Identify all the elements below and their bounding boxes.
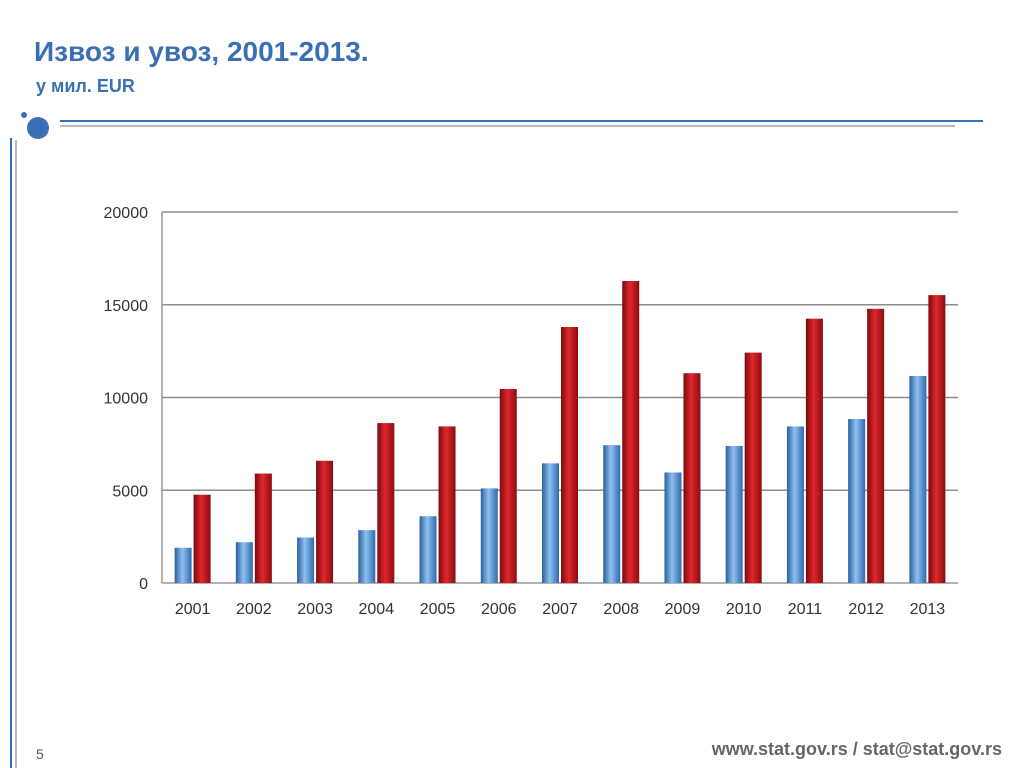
bar-series-1-2009 (664, 472, 682, 583)
bar-series-2-2006 (499, 388, 517, 583)
bar-series-1-2007 (542, 463, 559, 583)
x-tick-label: 2002 (236, 601, 272, 618)
bar-series-2-2005 (438, 426, 456, 583)
bar-series-2-2001 (193, 494, 211, 583)
bar-series-2-2008 (622, 281, 640, 583)
footer-contact: www.stat.gov.rs / stat@stat.gov.rs (711, 739, 1002, 759)
bar-series-2-2007 (561, 327, 578, 583)
x-tick-label: 2003 (297, 601, 333, 618)
bar-series-1-2003 (297, 537, 315, 583)
bar-series-1-2013 (909, 375, 927, 583)
bar-series-2-2011 (805, 318, 823, 583)
x-tick-label: 2001 (175, 601, 211, 618)
bar-series-2-2009 (683, 373, 701, 583)
x-tick-label: 2011 (788, 601, 823, 618)
x-tick-label: 2004 (359, 601, 395, 618)
x-tick-label: 2013 (910, 601, 946, 618)
y-tick-label: 5000 (112, 483, 148, 500)
bar-series-2-2002 (254, 473, 272, 583)
decor-dot-small (21, 112, 27, 118)
page-number: 5 (36, 746, 44, 762)
bar-series-2-2012 (867, 308, 885, 583)
x-tick-label: 2010 (726, 601, 762, 618)
bar-series-1-2002 (235, 542, 253, 583)
bar-series-1-2001 (174, 547, 192, 583)
x-tick-label: 2005 (420, 601, 456, 618)
bar-series-1-2012 (848, 419, 866, 583)
gridlines (161, 211, 958, 584)
bar-series-2-2003 (316, 460, 334, 583)
bar-series-1-2010 (725, 445, 743, 583)
bar-series-2-2013 (928, 295, 946, 583)
bar-series-1-2005 (419, 516, 437, 583)
x-axis-labels: 2001 2002 2003 2004 2005 2006 2007 2008 2009 2010… (175, 601, 945, 618)
y-tick-label: 15000 (104, 298, 149, 315)
bar-series-1-2004 (358, 530, 376, 583)
slide-subtitle: у мил. EUR (36, 76, 135, 96)
y-tick-label: 10000 (104, 391, 149, 408)
y-axis-labels: 0 5000 10000 15000 20000 (104, 205, 149, 593)
x-tick-label: 2006 (481, 601, 517, 618)
x-tick-label: 2012 (848, 601, 884, 618)
slide-title: Извоз и увоз, 2001-2013. (34, 36, 369, 67)
y-tick-label: 0 (139, 576, 148, 593)
bar-series-1-2011 (786, 426, 804, 583)
x-tick-label: 2007 (542, 601, 578, 618)
y-tick-label: 20000 (104, 205, 149, 222)
x-tick-label: 2009 (665, 601, 701, 618)
bar-series-2-2010 (744, 352, 762, 583)
bar-series-1-2008 (603, 445, 621, 583)
x-tick-label: 2008 (603, 601, 639, 618)
bar-series-1-2006 (480, 488, 498, 583)
bars (174, 281, 946, 583)
decor-dot-large (27, 117, 49, 139)
bar-series-2-2004 (377, 423, 395, 583)
